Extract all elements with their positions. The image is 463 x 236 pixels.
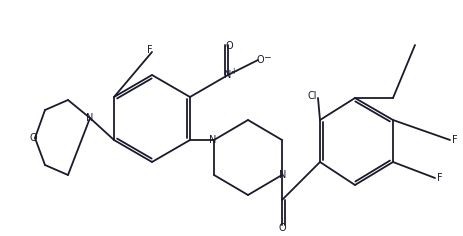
Text: N: N (86, 113, 94, 123)
Text: O: O (278, 223, 285, 233)
Text: N: N (209, 135, 216, 145)
Text: Cl: Cl (307, 91, 316, 101)
Text: F: F (436, 173, 442, 183)
Text: N: N (279, 170, 286, 180)
Text: N: N (224, 70, 231, 80)
Text: O: O (256, 55, 263, 65)
Text: −: − (263, 52, 270, 62)
Text: F: F (451, 135, 457, 145)
Text: F: F (147, 45, 152, 55)
Text: +: + (229, 67, 236, 76)
Text: O: O (29, 133, 37, 143)
Text: O: O (225, 41, 232, 51)
